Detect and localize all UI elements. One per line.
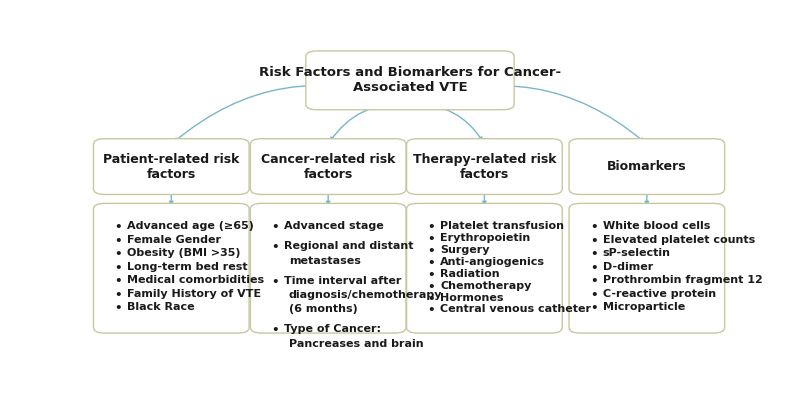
FancyBboxPatch shape (569, 203, 725, 333)
Text: Chemotherapy: Chemotherapy (440, 281, 531, 291)
Text: Advanced stage: Advanced stage (284, 221, 383, 231)
Text: Patient-related risk
factors: Patient-related risk factors (103, 152, 239, 180)
Text: •: • (114, 235, 122, 248)
Text: Hormones: Hormones (440, 292, 503, 302)
FancyBboxPatch shape (250, 203, 406, 333)
Text: (6 months): (6 months) (289, 304, 358, 314)
Text: Therapy-related risk
factors: Therapy-related risk factors (413, 152, 556, 180)
Text: Platelet transfusion: Platelet transfusion (440, 221, 564, 231)
Text: •: • (114, 221, 122, 234)
Text: •: • (427, 233, 435, 246)
Text: Microparticle: Microparticle (602, 302, 685, 312)
FancyBboxPatch shape (306, 51, 514, 110)
Text: Elevated platelet counts: Elevated platelet counts (602, 235, 754, 245)
Text: •: • (590, 262, 598, 275)
Text: metastases: metastases (289, 256, 361, 266)
FancyBboxPatch shape (250, 139, 406, 194)
Text: Biomarkers: Biomarkers (607, 160, 686, 173)
Text: •: • (427, 304, 435, 318)
Text: •: • (271, 276, 279, 289)
Text: •: • (590, 235, 598, 248)
Text: •: • (114, 262, 122, 275)
Text: •: • (427, 281, 435, 294)
Text: •: • (114, 302, 122, 315)
FancyBboxPatch shape (94, 139, 249, 194)
Text: •: • (271, 221, 279, 234)
Text: Type of Cancer:: Type of Cancer: (284, 324, 381, 334)
Text: •: • (271, 324, 279, 338)
Text: Anti-angiogenics: Anti-angiogenics (440, 257, 545, 267)
Text: Prothrombin fragment 12: Prothrombin fragment 12 (602, 275, 762, 285)
Text: •: • (427, 257, 435, 270)
FancyBboxPatch shape (94, 203, 249, 333)
Text: White blood cells: White blood cells (602, 221, 710, 231)
FancyBboxPatch shape (406, 139, 562, 194)
Text: Black Race: Black Race (127, 302, 194, 312)
Text: Advanced age (≥65): Advanced age (≥65) (127, 221, 254, 231)
Text: Erythropoietin: Erythropoietin (440, 233, 530, 243)
Text: •: • (590, 221, 598, 234)
Text: Medical comorbidities: Medical comorbidities (127, 275, 264, 285)
Text: •: • (590, 302, 598, 315)
Text: Pancreases and brain: Pancreases and brain (289, 339, 423, 349)
Text: •: • (590, 275, 598, 288)
Text: Family History of VTE: Family History of VTE (127, 289, 261, 299)
FancyBboxPatch shape (406, 203, 562, 333)
Text: Female Gender: Female Gender (127, 235, 221, 245)
Text: •: • (427, 221, 435, 234)
Text: •: • (271, 242, 279, 254)
Text: •: • (590, 248, 598, 261)
Text: •: • (114, 289, 122, 302)
Text: Surgery: Surgery (440, 245, 490, 255)
Text: Cancer-related risk
factors: Cancer-related risk factors (261, 152, 395, 180)
Text: Regional and distant: Regional and distant (284, 242, 414, 252)
Text: Central venous catheter: Central venous catheter (440, 304, 591, 314)
Text: •: • (114, 275, 122, 288)
Text: Risk Factors and Biomarkers for Cancer-
Associated VTE: Risk Factors and Biomarkers for Cancer- … (259, 66, 561, 94)
Text: Radiation: Radiation (440, 269, 500, 279)
Text: C-reactive protein: C-reactive protein (602, 289, 716, 299)
Text: sP-selectin: sP-selectin (602, 248, 670, 258)
Text: •: • (427, 292, 435, 306)
Text: •: • (114, 248, 122, 261)
Text: •: • (590, 289, 598, 302)
FancyBboxPatch shape (569, 139, 725, 194)
Text: Long-term bed rest: Long-term bed rest (127, 262, 247, 272)
Text: Obesity (BMI >35): Obesity (BMI >35) (127, 248, 241, 258)
Text: •: • (427, 269, 435, 282)
Text: diagnosis/chemotherapy: diagnosis/chemotherapy (289, 290, 442, 300)
Text: Time interval after: Time interval after (284, 276, 402, 286)
Text: •: • (427, 245, 435, 258)
Text: D-dimer: D-dimer (602, 262, 653, 272)
